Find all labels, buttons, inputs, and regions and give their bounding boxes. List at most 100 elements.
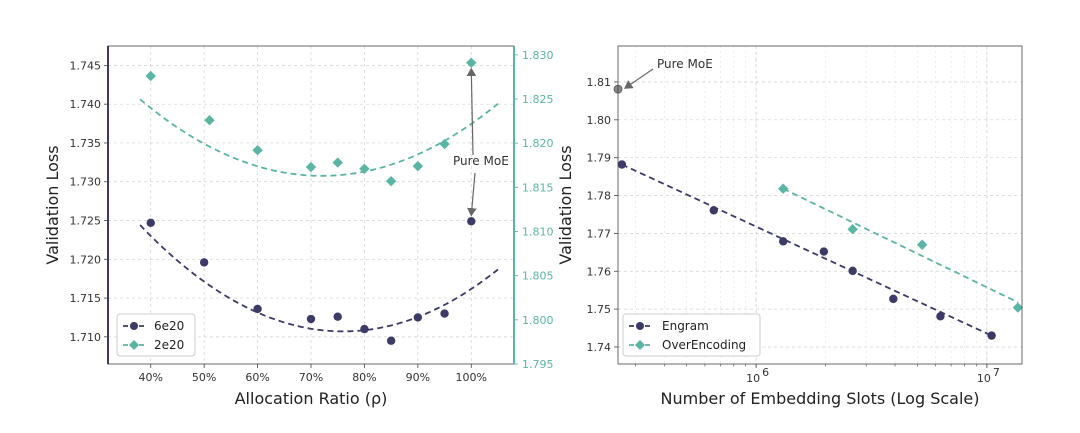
x-tick-label: 10 [746, 372, 760, 385]
y-tick-label: 1.715 [70, 292, 102, 305]
y-tick-label: 1.78 [587, 190, 612, 203]
point-Engram [848, 266, 857, 276]
x-tick-label: 10 [977, 372, 991, 385]
pure-moe-label: Pure MoE [453, 154, 509, 168]
y-tick-label: 1.76 [587, 265, 612, 278]
y-tick-label: 1.740 [70, 98, 102, 111]
right-fit-lines [621, 163, 1019, 337]
y-tick-label: 1.79 [587, 152, 612, 165]
point-6e20 [413, 313, 423, 322]
point-6e20 [440, 309, 449, 318]
annotation-arrow-right [624, 68, 654, 89]
left-x-ticks: 40% 50% 60% 70% 80% 90% 100% [139, 364, 487, 384]
fit-curve-2e20 [139, 98, 499, 177]
legend-2e20-marker [129, 340, 139, 350]
y-tick-label: 1.77 [587, 227, 612, 240]
right-data-points [613, 84, 1024, 340]
x-tick-label: 80% [352, 371, 376, 384]
y-tick-label: 1.80 [587, 114, 612, 127]
point-2e20 [359, 163, 370, 174]
right-x-ticks: 10 6 10 7 [635, 364, 1000, 385]
y-tick-label: 1.735 [70, 137, 102, 150]
right-y-ticks: 1.74 1.75 1.76 1.77 1.78 1.79 1.80 1.81 [587, 76, 618, 354]
pure-moe-label-right: Pure MoE [657, 57, 713, 71]
secondary-y-tick-label: 1.805 [522, 270, 554, 283]
point-2e20 [332, 157, 343, 168]
point-6e20 [199, 258, 209, 267]
right-chart-panel: 10 6 10 7 1.741.751.761.771.781.791.801.81 … [556, 45, 1024, 408]
x-tick-exponent: 7 [993, 366, 1000, 379]
point-2e20 [252, 145, 263, 156]
point-6e20 [253, 304, 262, 314]
point-2e20 [204, 115, 215, 126]
point-2e20 [466, 57, 477, 68]
point-OverEncoding [916, 239, 928, 250]
secondary-y-tick-label: 1.815 [522, 181, 554, 194]
x-tick-label: 40% [139, 371, 163, 384]
right-plot-frame [617, 45, 1023, 365]
point-2e20 [412, 160, 424, 172]
annotation-arrow-lower [467, 172, 477, 217]
fit-line-OverEncoding [782, 187, 1019, 304]
y-tick-label: 1.725 [70, 215, 102, 228]
right-legend: Engram OverEncoding [622, 313, 761, 357]
secondary-y-tick-label: 1.825 [522, 93, 554, 106]
x-tick-label: 100% [456, 371, 487, 384]
secondary-y-tick-label: 1.810 [522, 226, 554, 239]
point-6e20 [306, 314, 316, 324]
point-Engram [936, 312, 945, 321]
legend-2e20-label: 2e20 [154, 338, 184, 352]
legend-engram-marker [636, 322, 644, 330]
right-gridlines [618, 46, 1022, 364]
y-tick-label: 1.81 [587, 76, 612, 89]
secondary-y-tick-label: 1.820 [522, 137, 554, 150]
right-x-axis-label: Number of Embedding Slots (Log Scale) [661, 389, 980, 408]
point-Engram [987, 331, 996, 340]
right-annotation: Pure MoE [624, 57, 713, 89]
point-6e20 [467, 217, 476, 226]
left-data-points [145, 57, 477, 345]
point-2e20 [385, 175, 397, 187]
legend-6e20-marker [130, 322, 138, 330]
x-tick-label: 60% [245, 371, 269, 384]
right-y-axis-label: Validation Loss [556, 145, 575, 264]
point-Engram [617, 160, 627, 169]
secondary-y-tick-label: 1.795 [522, 358, 554, 371]
y-tick-label: 1.745 [70, 59, 102, 72]
secondary-y-tick-label: 1.830 [522, 49, 554, 62]
left-annotation: Pure MoE [453, 67, 509, 217]
right-legend-box [622, 313, 761, 357]
x-tick-label: 50% [192, 371, 216, 384]
legend-engram-label: Engram [662, 319, 709, 333]
y-tick-label: 1.730 [70, 176, 102, 189]
fit-curve-6e20 [139, 224, 499, 333]
x-tick-exponent: 6 [762, 366, 769, 379]
annotation-arrow-upper [466, 67, 477, 156]
left-y-axis-label: Validation Loss [43, 145, 62, 264]
left-x-axis-label: Allocation Ratio (ρ) [235, 389, 388, 408]
point-2e20 [305, 161, 317, 173]
x-tick-label: 90% [406, 371, 430, 384]
left-chart-panel: 40% 50% 60% 70% 80% 90% 100% 1.710 1.715 1.720 1.… [43, 45, 554, 408]
left-legend: 6e20 2e20 [116, 313, 196, 357]
point-2e20 [145, 70, 156, 82]
legend-overencoding-marker [635, 340, 645, 350]
point-6e20 [146, 218, 155, 228]
secondary-y-tick-label: 1.800 [522, 314, 554, 327]
y-tick-label: 1.710 [70, 331, 102, 344]
left-fit-curves [139, 98, 499, 333]
point-OverEncoding [777, 183, 789, 194]
point-2e20 [439, 138, 450, 150]
point-6e20 [360, 324, 369, 334]
point-6e20 [333, 312, 342, 321]
fit-line-Engram [621, 163, 992, 337]
point-Engram [819, 247, 829, 256]
legend-overencoding-label: OverEncoding [662, 338, 746, 352]
y-tick-label: 1.75 [587, 303, 612, 316]
point-OverEncoding [1012, 302, 1024, 313]
point-OverEncoding [847, 224, 858, 235]
point-Engram [709, 206, 718, 215]
y-tick-label: 1.720 [70, 253, 102, 266]
x-tick-label: 70% [299, 371, 323, 384]
